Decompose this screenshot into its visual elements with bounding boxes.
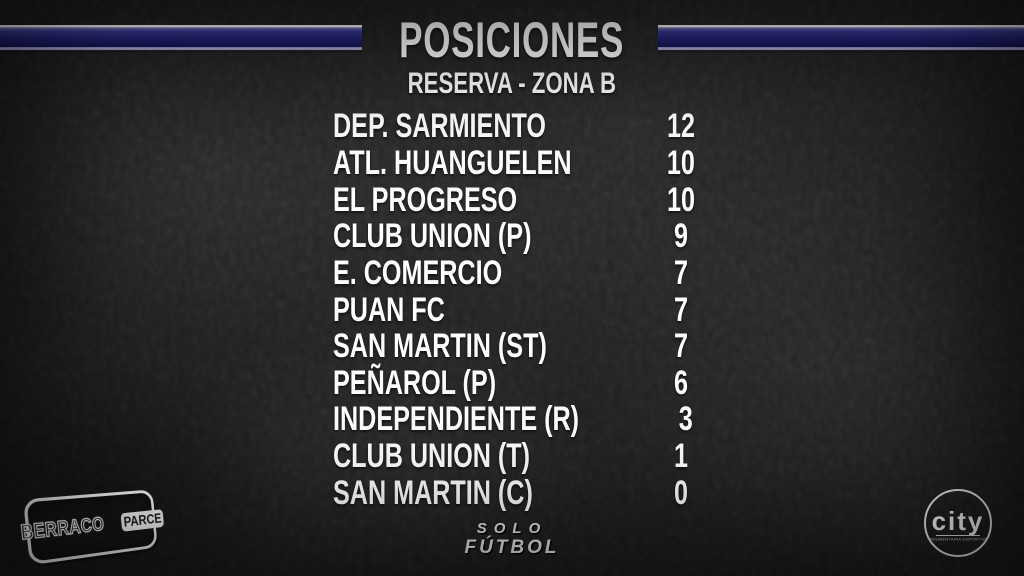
team-points: 0 [673,473,688,512]
table-row: PEÑAROL (P) 6 [333,364,707,401]
title-bar-right [658,25,1024,53]
team-name: E. COMERCIO [333,253,503,292]
team-name: PUAN FC [333,290,445,329]
team-name: CLUB UNION (P) [333,217,532,256]
team-name: DEP. SARMIENTO [333,107,546,146]
team-points: 7 [673,253,688,292]
team-points: 7 [673,327,688,366]
team-name: EL PROGRESO [333,180,518,219]
table-row: E. COMERCIO 7 [333,255,707,292]
team-points: 10 [667,143,696,182]
city-tagline: INDUMENTARIA DEPORTIVA [928,538,988,543]
table-row: SAN MARTIN (ST) 7 [333,328,707,365]
team-points: 1 [673,437,688,476]
city-underline [936,534,980,537]
table-row: DEP. SARMIENTO 12 [333,108,707,145]
team-name: ATL. HUANGUELEN [333,143,572,182]
team-name: PEÑAROL (P) [333,363,497,402]
solo-line: SOLO [476,520,548,537]
city-wordmark: city [931,505,985,536]
page-title-text: POSICIONES [399,12,625,68]
table-row: CLUB UNION (T) 1 [333,438,707,475]
team-name: INDEPENDIENTE (R) [333,400,580,439]
table-row: PUAN FC 7 [333,291,707,328]
table-row: ATL. HUANGUELEN 10 [333,145,707,182]
team-name: SAN MARTIN (C) [333,473,533,512]
team-name: SAN MARTIN (ST) [333,327,547,366]
team-points: 9 [673,217,688,256]
title-bar-left [0,25,362,53]
team-points: 6 [673,363,688,402]
table-row: SAN MARTIN (C) 0 [333,474,707,511]
futbol-line: FÚTBOL [464,536,560,558]
table-row: INDEPENDIENTE (R) 3 [333,401,707,438]
table-row: CLUB UNION (P) 9 [333,218,707,255]
city-logo: city INDUMENTARIA DEPORTIVA [924,489,992,557]
page-title: POSICIONES [0,10,1024,70]
table-row: EL PROGRESO 10 [333,181,707,218]
team-points: 12 [666,107,695,146]
team-points: 10 [666,180,695,219]
team-points: 3 [679,400,694,439]
team-name: CLUB UNION (T) [333,437,531,476]
team-points: 7 [673,290,688,329]
page-subtitle-text: RESERVA - ZONA B [407,67,617,100]
solo-futbol-logo: SOLO FÚTBOL [0,520,1024,558]
page-subtitle: RESERVA - ZONA B [0,66,1024,102]
standings-table: DEP. SARMIENTO 12 ATL. HUANGUELEN 10 EL … [333,108,707,511]
